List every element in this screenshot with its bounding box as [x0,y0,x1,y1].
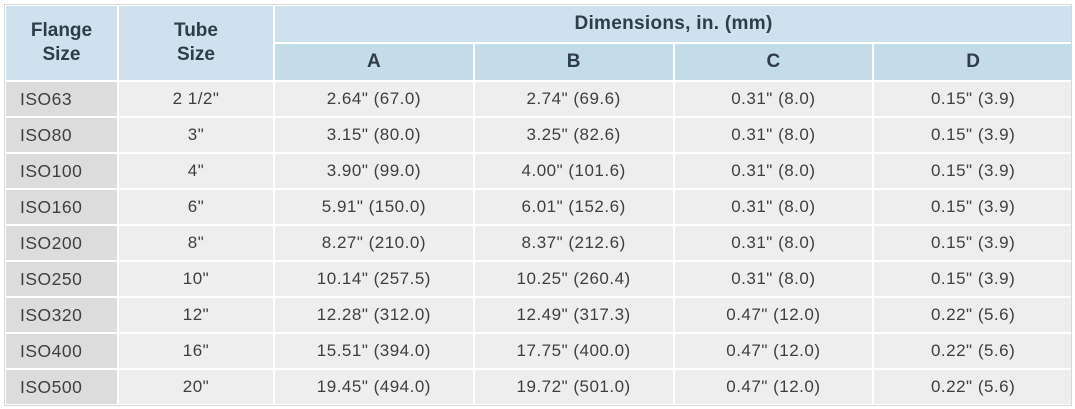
table-row: ISO320 12" 12.28" (312.0) 12.49" (317.3) 0.4… [4,296,1075,334]
table-row: ISO250 10" 10.14" (257.5) 10.25" (260.4) 0.3… [4,260,1075,298]
flange-size-cell: ISO320 [4,296,119,334]
header-flange-size-label: Flange Size [30,20,93,65]
header-col-c: C [672,42,875,82]
tube-size-cell: 16" [117,332,275,370]
header-col-b: B [472,42,675,82]
dimension-a-cell: 3.90" (99.0) [273,152,475,190]
table-row: ISO63 2 1/2" 2.64" (67.0) 2.74" (69.6) 0.31"… [4,80,1075,118]
header-flange-size: Flange Size [4,4,119,82]
header-tube-size-label: Tube Size [174,20,218,65]
dimension-d-cell: 0.15" (3.9) [872,224,1075,262]
flange-size-cell: ISO63 [4,80,119,118]
dimension-a-cell: 2.64" (67.0) [273,80,475,118]
dimension-a-cell: 3.15" (80.0) [273,116,475,154]
tube-size-cell: 3" [117,116,275,154]
flange-size-cell: ISO500 [4,368,119,406]
dimension-a-cell: 5.91" (150.0) [273,188,475,226]
flange-size-cell: ISO80 [4,116,119,154]
tube-size-cell: 20" [117,368,275,406]
tube-size-cell: 12" [117,296,275,334]
table-header: Flange Size Tube Size Dimensions, in. (m… [4,4,1075,82]
dimension-b-cell: 12.49" (317.3) [472,296,675,334]
dimension-b-cell: 8.37" (212.6) [472,224,675,262]
header-tube-size: Tube Size [117,4,275,82]
flange-size-cell: ISO400 [4,332,119,370]
dimension-d-cell: 0.22" (5.6) [872,368,1075,406]
dimension-c-cell: 0.31" (8.0) [672,188,875,226]
dimension-d-cell: 0.22" (5.6) [872,296,1075,334]
tube-size-cell: 10" [117,260,275,298]
dimension-c-cell: 0.31" (8.0) [672,224,875,262]
dimension-d-cell: 0.22" (5.6) [872,332,1075,370]
dimension-c-cell: 0.31" (8.0) [672,80,875,118]
dimension-d-cell: 0.15" (3.9) [872,152,1075,190]
flange-size-cell: ISO200 [4,224,119,262]
dimension-b-cell: 3.25" (82.6) [472,116,675,154]
dimension-a-cell: 19.45" (494.0) [273,368,475,406]
table-row: ISO500 20" 19.45" (494.0) 19.72" (501.0) 0.4… [4,368,1075,406]
dimension-d-cell: 0.15" (3.9) [872,188,1075,226]
flange-dimensions-table: Flange Size Tube Size Dimensions, in. (m… [4,4,1075,406]
dimension-b-cell: 19.72" (501.0) [472,368,675,406]
dimension-d-cell: 0.15" (3.9) [872,116,1075,154]
tube-size-cell: 4" [117,152,275,190]
dimension-c-cell: 0.47" (12.0) [672,332,875,370]
flange-size-cell: ISO160 [4,188,119,226]
table-body: ISO63 2 1/2" 2.64" (67.0) 2.74" (69.6) 0.31"… [4,80,1075,406]
dimension-c-cell: 0.47" (12.0) [672,296,875,334]
flange-size-cell: ISO250 [4,260,119,298]
dimension-a-cell: 15.51" (394.0) [273,332,475,370]
dimension-d-cell: 0.15" (3.9) [872,80,1075,118]
dimension-a-cell: 8.27" (210.0) [273,224,475,262]
dimension-b-cell: 2.74" (69.6) [472,80,675,118]
tube-size-cell: 6" [117,188,275,226]
dimension-b-cell: 6.01" (152.6) [472,188,675,226]
flange-dimensions-table-container: Flange Size Tube Size Dimensions, in. (m… [4,4,1075,406]
header-col-d: D [872,42,1075,82]
tube-size-cell: 2 1/2" [117,80,275,118]
dimension-b-cell: 10.25" (260.4) [472,260,675,298]
tube-size-cell: 8" [117,224,275,262]
table-row: ISO80 3" 3.15" (80.0) 3.25" (82.6) 0.31" (8.… [4,116,1075,154]
dimension-c-cell: 0.31" (8.0) [672,152,875,190]
header-dimensions: Dimensions, in. (mm) [272,4,1075,44]
dimension-b-cell: 4.00" (101.6) [472,152,675,190]
dimension-b-cell: 17.75" (400.0) [472,332,675,370]
table-row: ISO400 16" 15.51" (394.0) 17.75" (400.0) 0.4… [4,332,1075,370]
table-row: ISO100 4" 3.90" (99.0) 4.00" (101.6) 0.31" (… [4,152,1075,190]
dimension-d-cell: 0.15" (3.9) [872,260,1075,298]
dimension-c-cell: 0.31" (8.0) [672,260,875,298]
dimension-a-cell: 10.14" (257.5) [273,260,475,298]
dimension-c-cell: 0.47" (12.0) [672,368,875,406]
table-row: ISO200 8" 8.27" (210.0) 8.37" (212.6) 0.31" … [4,224,1075,262]
flange-size-cell: ISO100 [4,152,119,190]
dimension-a-cell: 12.28" (312.0) [273,296,475,334]
table-row: ISO160 6" 5.91" (150.0) 6.01" (152.6) 0.31" … [4,188,1075,226]
header-col-a: A [273,42,475,82]
dimension-c-cell: 0.31" (8.0) [672,116,875,154]
